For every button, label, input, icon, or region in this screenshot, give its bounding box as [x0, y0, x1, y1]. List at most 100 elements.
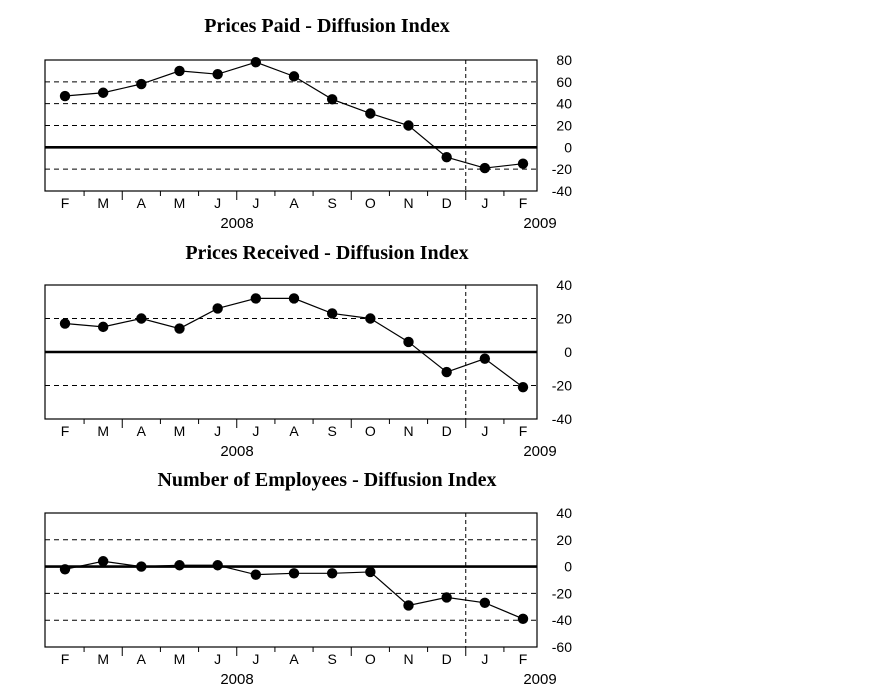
- month-label: F: [519, 195, 528, 211]
- year-label: 2009: [523, 215, 556, 232]
- month-label: J: [252, 651, 259, 667]
- month-label: A: [137, 651, 147, 667]
- data-point: [59, 564, 71, 575]
- month-label: S: [327, 195, 336, 211]
- month-label: A: [289, 651, 299, 667]
- month-label: F: [519, 651, 528, 667]
- y-tick-label: -40: [552, 411, 572, 427]
- month-label: F: [61, 651, 70, 667]
- data-point: [479, 353, 491, 364]
- data-point: [326, 308, 338, 319]
- data-point: [326, 94, 338, 105]
- data-point: [97, 87, 109, 98]
- month-label: J: [481, 651, 488, 667]
- plot-border: [44, 512, 538, 648]
- y-tick-label: 0: [564, 559, 572, 575]
- month-label: J: [214, 195, 221, 211]
- month-label: S: [327, 651, 336, 667]
- data-point: [441, 151, 452, 163]
- data-point: [365, 566, 376, 578]
- data-point: [59, 318, 71, 329]
- data-point: [288, 71, 300, 82]
- data-point: [250, 293, 262, 304]
- month-label: F: [61, 423, 70, 439]
- month-label: A: [137, 423, 147, 439]
- plot-border: [44, 59, 538, 192]
- data-point: [365, 313, 376, 324]
- y-tick-label: 20: [556, 311, 572, 327]
- data-point: [174, 323, 185, 334]
- year-label: 2008: [220, 215, 253, 232]
- data-point: [136, 313, 147, 324]
- data-point: [365, 108, 376, 119]
- year-label: 2009: [523, 443, 556, 460]
- month-label: M: [174, 651, 186, 667]
- month-label: D: [442, 423, 452, 439]
- month-label: M: [97, 651, 109, 667]
- data-point: [517, 158, 529, 169]
- month-label: A: [137, 195, 147, 211]
- y-tick-label: -20: [552, 161, 572, 177]
- month-label: F: [61, 195, 70, 211]
- data-point: [136, 78, 147, 90]
- y-tick-label: -20: [552, 585, 572, 601]
- month-label: M: [174, 195, 186, 211]
- chart-group-2: 40 20 0 -20 -40 -60 F M A M J J A S O N D J F 2008 2009: [44, 505, 572, 688]
- y-tick-label: 80: [556, 52, 572, 68]
- chart-title-prices-paid: Prices Paid - Diffusion Index: [204, 15, 450, 37]
- data-point: [288, 293, 300, 304]
- data-point: [479, 162, 491, 174]
- year-label: 2008: [220, 443, 253, 460]
- month-label: M: [97, 195, 109, 211]
- month-label: M: [174, 423, 186, 439]
- year-label: 2008: [220, 671, 253, 688]
- y-tick-label: 40: [556, 505, 572, 521]
- month-label: N: [403, 651, 413, 667]
- data-point: [517, 613, 529, 625]
- data-point: [288, 568, 300, 579]
- data-point: [441, 366, 452, 378]
- data-point: [136, 561, 147, 572]
- y-tick-label: -20: [552, 378, 572, 394]
- chart-title-number-of-employees: Number of Employees - Diffusion Index: [157, 469, 497, 491]
- data-point: [174, 560, 185, 571]
- month-label: D: [442, 651, 452, 667]
- month-label: A: [289, 423, 299, 439]
- month-label: J: [252, 423, 259, 439]
- data-line: [64, 297, 524, 388]
- y-tick-label: -40: [552, 612, 572, 628]
- data-point: [479, 597, 491, 608]
- month-label: S: [327, 423, 336, 439]
- year-label: 2009: [523, 671, 556, 688]
- chart-title-prices-received: Prices Received - Diffusion Index: [185, 242, 469, 264]
- y-tick-label: -60: [552, 639, 572, 655]
- chart-group-1: 40 20 0 -20 -40 F M A M J J A S O N D J F 2008 2009: [44, 277, 572, 460]
- y-tick-label: 0: [564, 139, 572, 155]
- y-tick-label: 20: [556, 532, 572, 548]
- plot-border: [44, 284, 538, 420]
- y-tick-label: 60: [556, 74, 572, 90]
- month-label: J: [214, 651, 221, 667]
- data-point: [517, 381, 529, 393]
- y-tick-label: 40: [556, 96, 572, 112]
- y-tick-label: -40: [552, 183, 572, 199]
- data-point: [403, 120, 414, 131]
- month-label: J: [481, 195, 488, 211]
- month-label: A: [289, 195, 299, 211]
- data-point: [326, 568, 338, 579]
- data-point: [250, 569, 262, 580]
- month-label: O: [365, 651, 376, 667]
- month-label: J: [214, 423, 221, 439]
- data-point: [174, 65, 185, 77]
- y-tick-label: 20: [556, 118, 572, 134]
- data-point: [403, 336, 414, 348]
- data-point: [441, 592, 452, 603]
- y-tick-label: 0: [564, 344, 572, 360]
- data-point: [97, 321, 109, 333]
- month-label: J: [481, 423, 488, 439]
- chart-group-0: 80 60 40 20 0 -20 -40 F M A M J J A S O N D J F 2008 2009: [44, 52, 572, 232]
- month-label: M: [97, 423, 109, 439]
- data-point: [212, 560, 223, 571]
